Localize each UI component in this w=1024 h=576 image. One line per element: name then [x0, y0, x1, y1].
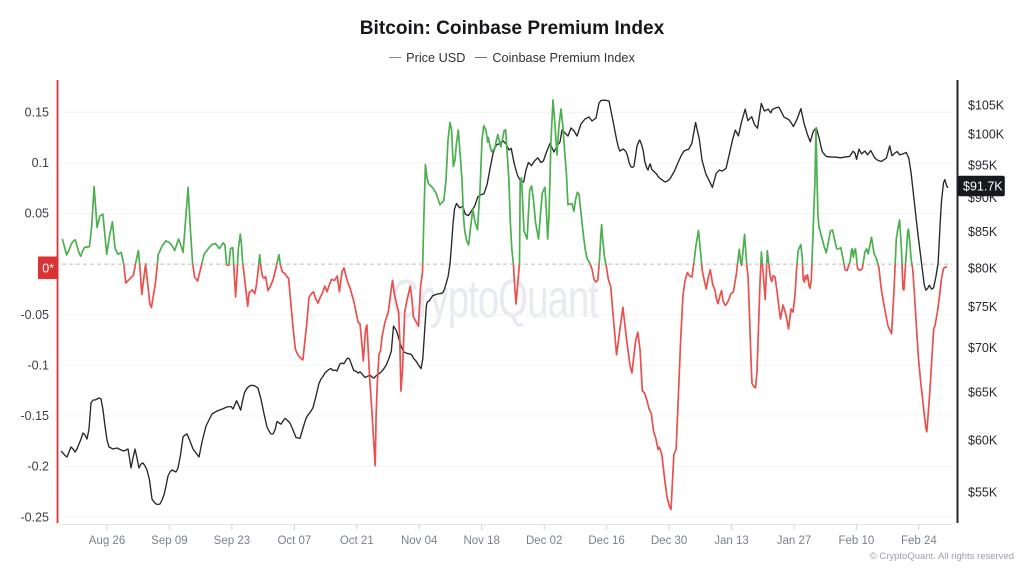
svg-text:Feb 24: Feb 24 — [901, 535, 937, 547]
svg-text:Sep 09: Sep 09 — [151, 535, 187, 547]
svg-text:$105K: $105K — [968, 99, 1005, 113]
svg-text:$75K: $75K — [968, 300, 998, 314]
svg-text:Jan 27: Jan 27 — [777, 535, 812, 547]
svg-text:-0.15: -0.15 — [21, 409, 50, 423]
svg-text:Oct 07: Oct 07 — [277, 535, 311, 547]
svg-text:Dec 30: Dec 30 — [651, 535, 687, 547]
svg-text:Nov 04: Nov 04 — [401, 535, 438, 547]
svg-text:-0.1: -0.1 — [27, 359, 49, 373]
svg-text:-0.05: -0.05 — [21, 308, 50, 322]
svg-text:Oct 21: Oct 21 — [340, 535, 374, 547]
svg-text:Feb 10: Feb 10 — [838, 535, 874, 547]
svg-text:$91.7K: $91.7K — [963, 180, 1003, 194]
svg-text:$100K: $100K — [968, 128, 1005, 142]
svg-text:0.1: 0.1 — [32, 156, 49, 170]
svg-text:$95K: $95K — [968, 158, 998, 172]
svg-text:$55K: $55K — [968, 486, 998, 500]
svg-text:$65K: $65K — [968, 386, 998, 400]
svg-text:Sep 23: Sep 23 — [214, 535, 250, 547]
svg-text:$85K: $85K — [968, 225, 998, 239]
svg-text:Dec 02: Dec 02 — [526, 535, 562, 547]
svg-text:-0.25: -0.25 — [21, 510, 50, 524]
svg-text:Jan 13: Jan 13 — [714, 535, 749, 547]
svg-text:-0.2: -0.2 — [27, 460, 49, 474]
svg-text:$60K: $60K — [968, 434, 998, 448]
svg-text:0.15: 0.15 — [25, 106, 49, 120]
svg-text:0.05: 0.05 — [25, 207, 49, 221]
svg-text:Nov 18: Nov 18 — [463, 535, 499, 547]
svg-text:Dec 16: Dec 16 — [588, 535, 624, 547]
svg-text:Aug 26: Aug 26 — [89, 535, 125, 547]
svg-text:$70K: $70K — [968, 341, 998, 355]
svg-text:0*: 0* — [42, 261, 54, 275]
svg-text:$80K: $80K — [968, 261, 998, 275]
